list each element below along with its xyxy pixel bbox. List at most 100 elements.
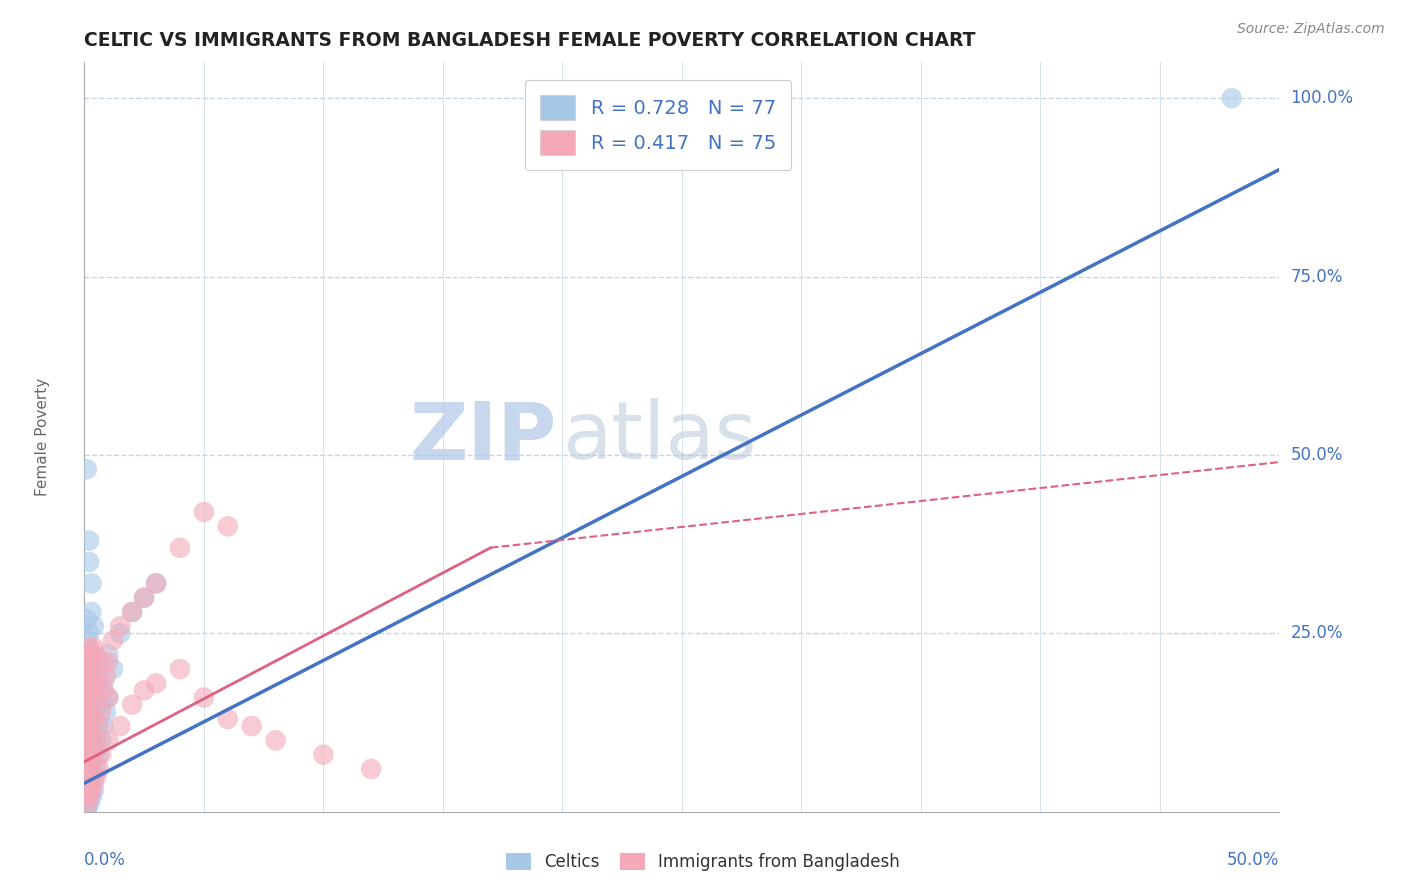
Text: atlas: atlas — [562, 398, 756, 476]
Point — [76, 676, 98, 690]
Point — [77, 533, 100, 548]
Legend: Celtics, Immigrants from Bangladesh: Celtics, Immigrants from Bangladesh — [498, 845, 908, 880]
Point — [80, 705, 103, 719]
Point — [101, 662, 124, 676]
Point — [77, 690, 100, 705]
Point — [77, 733, 100, 747]
Point — [145, 576, 167, 591]
Point — [83, 712, 105, 726]
Point — [360, 762, 382, 776]
Point — [169, 541, 191, 555]
Point — [77, 762, 100, 776]
Point — [76, 633, 98, 648]
Point — [80, 733, 103, 747]
Point — [87, 719, 110, 733]
Point — [76, 462, 98, 476]
Point — [76, 683, 98, 698]
Point — [80, 790, 103, 805]
Point — [240, 719, 263, 733]
Point — [76, 712, 98, 726]
Point — [76, 769, 98, 783]
Point — [101, 633, 124, 648]
Point — [97, 648, 120, 662]
Point — [121, 698, 143, 712]
Point — [76, 655, 98, 669]
Point — [90, 705, 112, 719]
Point — [132, 591, 156, 605]
Point — [76, 690, 98, 705]
Point — [83, 776, 105, 790]
Point — [76, 747, 98, 762]
Point — [83, 619, 105, 633]
Point — [86, 648, 108, 662]
Point — [169, 662, 191, 676]
Point — [77, 662, 100, 676]
Point — [77, 747, 100, 762]
Point — [86, 733, 108, 747]
Text: 50.0%: 50.0% — [1227, 851, 1279, 869]
Point — [1220, 91, 1243, 105]
Point — [76, 790, 98, 805]
Point — [145, 676, 167, 690]
Text: 25.0%: 25.0% — [1291, 624, 1343, 642]
Point — [76, 612, 98, 626]
Point — [80, 690, 103, 705]
Point — [83, 783, 105, 797]
Text: 75.0%: 75.0% — [1291, 268, 1343, 285]
Point — [80, 776, 103, 790]
Point — [110, 619, 132, 633]
Point — [80, 733, 103, 747]
Point — [76, 648, 98, 662]
Point — [76, 783, 98, 797]
Text: Female Poverty: Female Poverty — [35, 378, 51, 496]
Point — [80, 605, 103, 619]
Point — [80, 762, 103, 776]
Point — [76, 776, 98, 790]
Point — [86, 662, 108, 676]
Legend: R = 0.728   N = 77, R = 0.417   N = 75: R = 0.728 N = 77, R = 0.417 N = 75 — [524, 79, 792, 170]
Point — [93, 719, 115, 733]
Point — [76, 698, 98, 712]
Point — [80, 676, 103, 690]
Point — [80, 648, 103, 662]
Text: Source: ZipAtlas.com: Source: ZipAtlas.com — [1237, 22, 1385, 37]
Point — [93, 683, 115, 698]
Point — [80, 712, 103, 726]
Point — [87, 719, 110, 733]
Point — [77, 555, 100, 569]
Point — [77, 705, 100, 719]
Point — [76, 662, 98, 676]
Point — [76, 690, 98, 705]
Point — [83, 676, 105, 690]
Point — [90, 733, 112, 747]
Point — [110, 626, 132, 640]
Point — [110, 719, 132, 733]
Text: ZIP: ZIP — [409, 398, 557, 476]
Point — [76, 797, 98, 812]
Point — [77, 705, 100, 719]
Point — [77, 662, 100, 676]
Point — [76, 698, 98, 712]
Point — [83, 683, 105, 698]
Text: 100.0%: 100.0% — [1291, 89, 1354, 107]
Point — [76, 740, 98, 755]
Point — [76, 755, 98, 769]
Point — [76, 669, 98, 683]
Point — [76, 805, 98, 819]
Point — [264, 733, 287, 747]
Point — [76, 669, 98, 683]
Point — [77, 626, 100, 640]
Point — [76, 733, 98, 747]
Point — [80, 648, 103, 662]
Point — [80, 755, 103, 769]
Point — [76, 705, 98, 719]
Point — [76, 762, 98, 776]
Point — [77, 726, 100, 740]
Point — [217, 712, 239, 726]
Point — [193, 505, 215, 519]
Point — [87, 669, 110, 683]
Point — [76, 776, 98, 790]
Point — [86, 769, 108, 783]
Point — [217, 519, 239, 533]
Point — [80, 669, 103, 683]
